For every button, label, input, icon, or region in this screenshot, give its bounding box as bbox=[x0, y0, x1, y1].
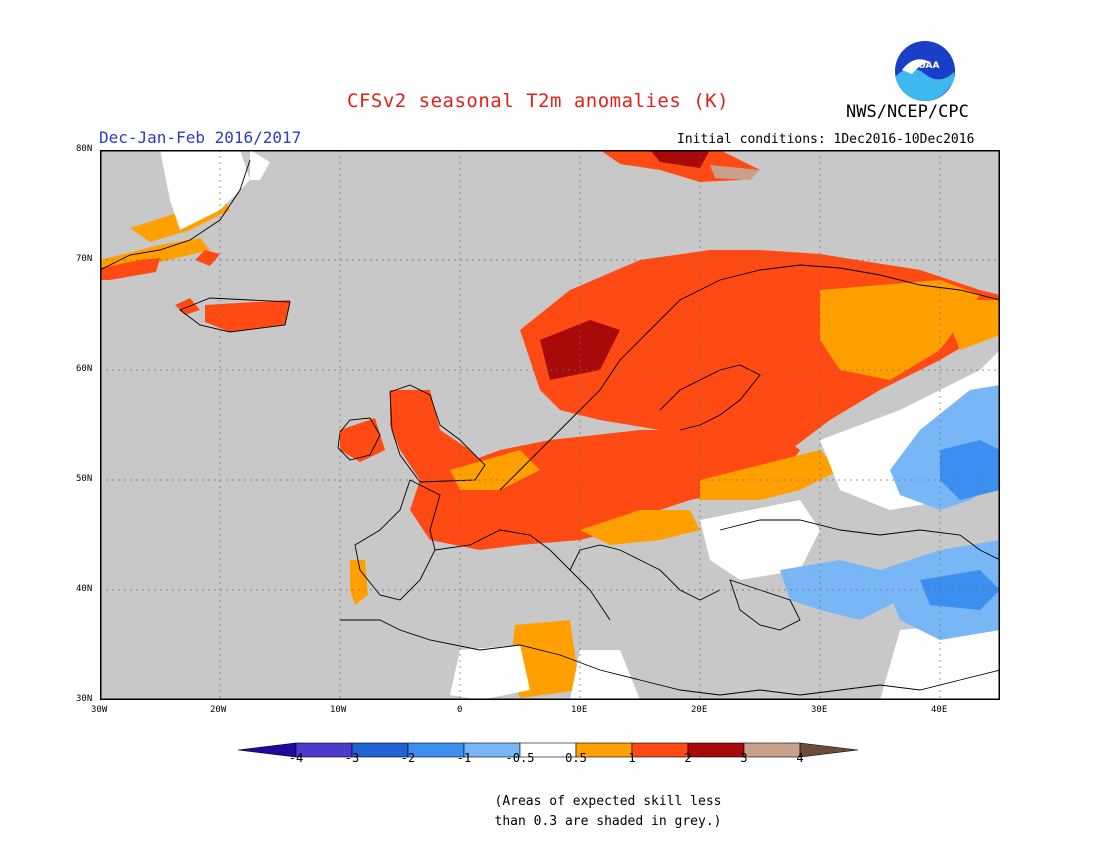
anomaly-map bbox=[100, 150, 1000, 700]
colorbar-min-triangle bbox=[238, 742, 297, 758]
lon-tick-label: 30W bbox=[91, 705, 108, 715]
lon-tick-label: 10E bbox=[571, 705, 588, 715]
colorbar-segment bbox=[295, 742, 353, 758]
lon-tick-label: 20W bbox=[210, 705, 227, 715]
lon-tick-label: 10W bbox=[330, 705, 347, 715]
coastline-outlines bbox=[100, 159, 1000, 696]
colorbar-tick-label: 2 bbox=[684, 751, 692, 765]
warm-anomaly-patches bbox=[100, 150, 1000, 698]
skill-note: (Areas of expected skill less than 0.3 a… bbox=[478, 792, 738, 832]
grid-lines bbox=[100, 150, 1000, 700]
map-frame bbox=[100, 150, 1000, 700]
colorbar-segment bbox=[743, 742, 801, 758]
lon-tick-label: 20E bbox=[691, 705, 708, 715]
lon-tick-label: 30E bbox=[811, 705, 828, 715]
chart-title: CFSv2 seasonal T2m anomalies (K) bbox=[347, 90, 730, 112]
colorbar-tick-label: 4 bbox=[796, 751, 804, 765]
colorbar-segment bbox=[407, 742, 465, 758]
colorbar-tick-label: -2 bbox=[400, 751, 416, 765]
colorbar-segment bbox=[631, 742, 689, 758]
lat-tick-label: 50N bbox=[76, 474, 93, 484]
lat-tick-label: 80N bbox=[76, 144, 93, 154]
colorbar-tick-label: -0.5 bbox=[505, 751, 535, 765]
colorbar-segment bbox=[687, 742, 745, 758]
lon-tick-label: 40E bbox=[931, 705, 948, 715]
skill-note-line: (Areas of expected skill less bbox=[494, 794, 722, 809]
colorbar-segment bbox=[351, 742, 409, 758]
noaa-logo-icon: NOAA bbox=[894, 40, 956, 102]
svg-text:NOAA: NOAA bbox=[911, 61, 940, 71]
lat-tick-label: 70N bbox=[76, 254, 93, 264]
lat-tick-label: 30N bbox=[76, 694, 93, 704]
lat-tick-label: 40N bbox=[76, 584, 93, 594]
organization-label: NWS/NCEP/CPC bbox=[846, 102, 969, 122]
colorbar-tick-label: -1 bbox=[456, 751, 472, 765]
colorbar-tick-label: -4 bbox=[288, 751, 304, 765]
colorbar-tick-label: 3 bbox=[740, 751, 748, 765]
lon-tick-label: 0 bbox=[457, 705, 463, 715]
colorbar-tick-label: 0.5 bbox=[565, 751, 587, 765]
skill-note-line: than 0.3 are shaded in grey.) bbox=[494, 814, 722, 829]
initial-conditions-label: Initial conditions: 1Dec2016-10Dec2016 bbox=[677, 132, 975, 147]
colorbar-tick-label: -3 bbox=[344, 751, 360, 765]
colorbar-tick-label: 1 bbox=[628, 751, 636, 765]
period-label: Dec-Jan-Feb 2016/2017 bbox=[99, 128, 302, 147]
lat-tick-label: 60N bbox=[76, 364, 93, 374]
colorbar-max-triangle bbox=[799, 742, 859, 758]
color-legend-bar bbox=[238, 742, 859, 758]
